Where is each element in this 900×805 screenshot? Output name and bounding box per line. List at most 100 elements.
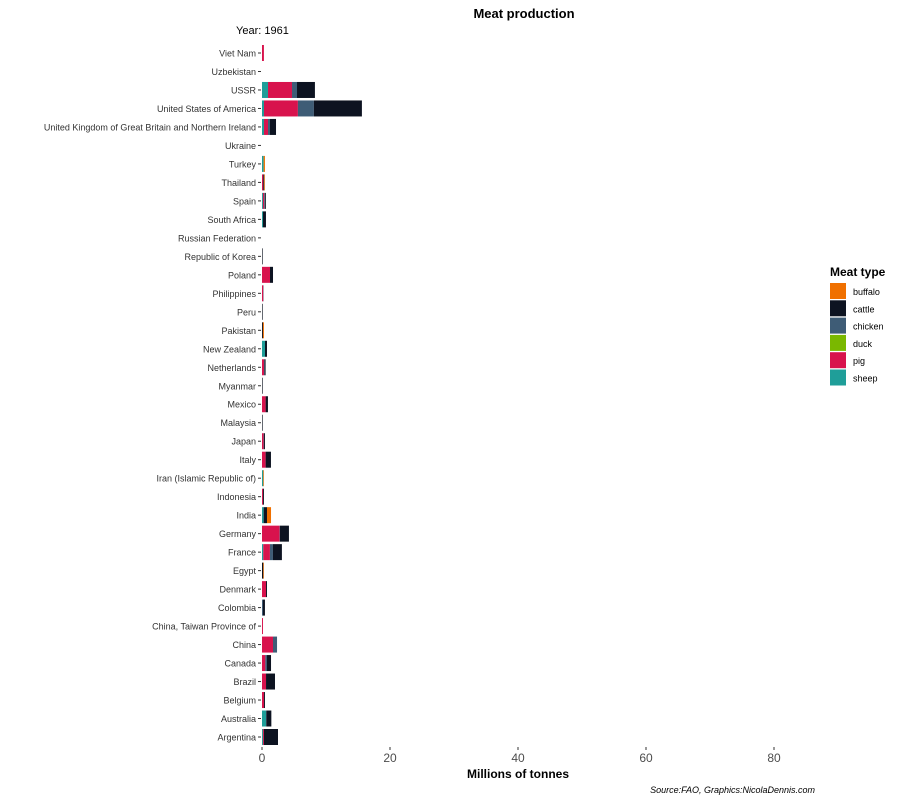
bar-segment-pig — [262, 637, 273, 653]
y-tick-label: Indonesia — [217, 492, 256, 502]
caption: Source:FAO, Graphics:NicolaDennis.com — [650, 785, 815, 795]
y-axis: ArgentinaAustraliaBelgiumBrazilCanadaChi… — [44, 49, 261, 743]
bar-segment-pig — [264, 119, 268, 135]
bar-segment-chicken — [298, 100, 314, 116]
bar-segment-pig — [262, 285, 263, 301]
bar-segment-pig — [262, 396, 266, 412]
legend-label-buffalo: buffalo — [853, 287, 880, 297]
x-tick-label: 0 — [259, 751, 266, 765]
bar-segment-cattle — [265, 359, 266, 375]
bar-segment-buffalo — [263, 470, 264, 486]
y-tick-label: Iran (Islamic Republic of) — [156, 474, 256, 484]
bar-segment-buffalo — [264, 174, 265, 190]
bar-segment-cattle — [266, 581, 267, 597]
bar-segment-cattle — [262, 563, 263, 579]
bar-segment-sheep — [262, 211, 263, 227]
y-tick-label: Mexico — [227, 400, 256, 410]
bar-segment-chicken — [264, 193, 265, 209]
chart-title: Meat production — [473, 6, 574, 21]
bar-segment-pig — [263, 544, 270, 560]
bar-segment-pig — [262, 174, 263, 190]
bar-segment-pig — [262, 267, 270, 283]
y-tick-label: USSR — [231, 85, 257, 95]
y-tick-label: Pakistan — [221, 326, 256, 336]
bar-segment-pig — [262, 489, 263, 505]
y-tick-label: Uzbekistan — [211, 67, 256, 77]
bars — [262, 45, 362, 745]
bar-segment-cattle — [266, 396, 268, 412]
bar-segment-cattle — [270, 267, 273, 283]
bar-segment-sheep — [262, 544, 263, 560]
y-tick-label: Japan — [231, 437, 256, 447]
legend-swatch-pig — [830, 352, 846, 368]
bar-segment-sheep — [262, 156, 264, 172]
bar-segment-pig — [264, 100, 298, 116]
y-tick-label: Denmark — [219, 585, 256, 595]
bar-segment-cattle — [263, 174, 264, 190]
bar-segment-pig — [263, 193, 264, 209]
chart-subtitle: Year: 1961 — [236, 25, 289, 37]
x-axis-label: Millions of tonnes — [467, 767, 569, 781]
bar-segment-cattle — [297, 82, 315, 98]
bar-segment-pig — [262, 359, 264, 375]
y-tick-label: Australia — [221, 714, 256, 724]
y-tick-label: Russian Federation — [178, 233, 256, 243]
bar-segment-cattle — [264, 507, 267, 523]
bar-segment-buffalo — [267, 507, 271, 523]
bar-segment-pig — [262, 581, 266, 597]
bar-segment-cattle — [262, 322, 263, 338]
legend-title: Meat type — [830, 265, 886, 279]
legend-swatch-cattle — [830, 300, 846, 316]
y-tick-label: Ukraine — [225, 141, 256, 151]
bar-segment-buffalo — [263, 322, 264, 338]
bar-segment-sheep — [262, 193, 263, 209]
bar-segment-cattle — [262, 378, 263, 394]
bar-segment-cattle — [314, 100, 362, 116]
y-tick-label: Netherlands — [207, 363, 256, 373]
bar-segment-sheep — [262, 507, 264, 523]
bar-segment-buffalo — [264, 156, 265, 172]
bar-segment-pig — [262, 674, 266, 690]
bar-segment-cattle — [262, 248, 263, 264]
legend-label-pig: pig — [853, 356, 865, 366]
bar-segment-sheep — [262, 470, 263, 486]
y-tick-label: Viet Nam — [219, 49, 256, 59]
bar-segment-pig — [262, 433, 264, 449]
bar-segment-chicken — [264, 359, 265, 375]
y-tick-label: Turkey — [229, 159, 257, 169]
x-tick-label: 20 — [383, 751, 397, 765]
bar-segment-cattle — [266, 674, 275, 690]
y-tick-label: Colombia — [218, 603, 256, 613]
y-tick-label: United Kingdom of Great Britain and Nort… — [44, 122, 256, 132]
bar-segment-pig — [263, 729, 264, 745]
bar-segment-cattle — [267, 655, 271, 671]
bar-segment-pig — [262, 655, 265, 671]
bar-segment-pig — [262, 452, 266, 468]
x-tick-label: 60 — [639, 751, 653, 765]
legend-label-duck: duck — [853, 339, 873, 349]
bar-segment-cattle — [262, 304, 263, 320]
y-tick-label: Republic of Korea — [184, 252, 256, 262]
y-tick-label: Belgium — [223, 696, 256, 706]
legend-swatch-duck — [830, 335, 846, 351]
bar-segment-cattle — [265, 341, 267, 357]
bar-segment-cattle — [263, 489, 264, 505]
bar-segment-pig — [262, 526, 280, 542]
bar-segment-sheep — [262, 100, 264, 116]
bar-segment-cattle — [270, 119, 276, 135]
legend-label-cattle: cattle — [853, 304, 875, 314]
y-tick-label: India — [236, 511, 256, 521]
bar-segment-chicken — [270, 544, 273, 560]
bar-segment-cattle — [263, 600, 265, 616]
bar-segment-cattle — [264, 729, 278, 745]
y-tick-label: Spain — [233, 196, 256, 206]
bar-segment-cattle — [266, 711, 271, 727]
y-tick-label: Malaysia — [220, 418, 256, 428]
y-tick-label: China — [232, 640, 256, 650]
bar-segment-cattle — [263, 211, 266, 227]
y-tick-label: Italy — [239, 455, 256, 465]
bar-segment-cattle — [273, 544, 282, 560]
x-tick-label: 80 — [767, 751, 781, 765]
y-tick-label: Canada — [224, 659, 256, 669]
